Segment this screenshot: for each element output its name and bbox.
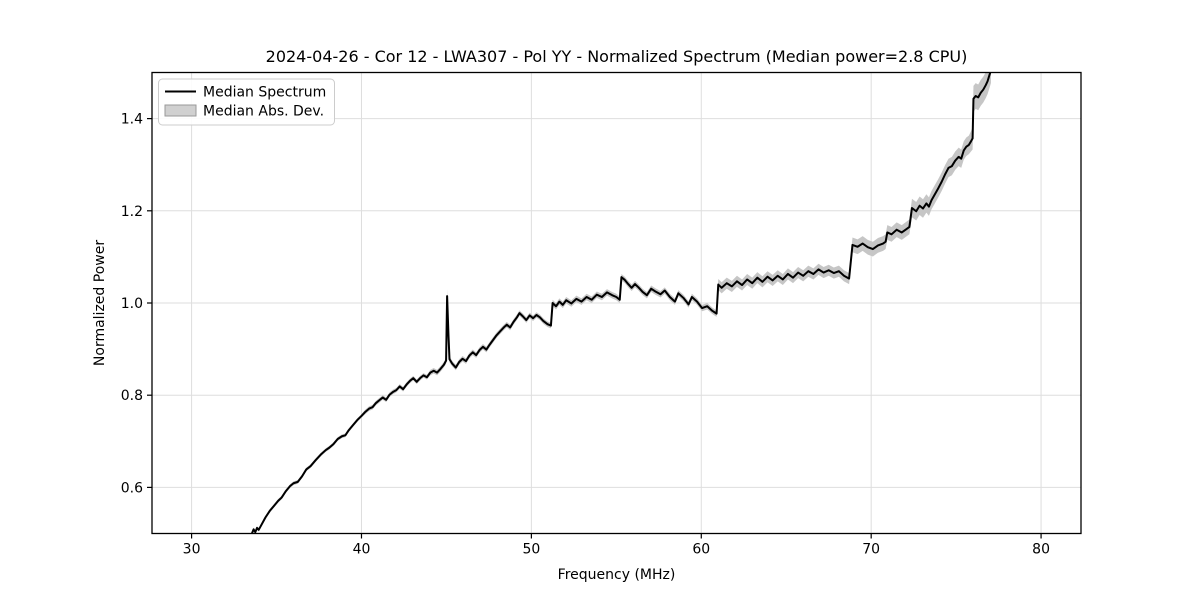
mad-band xyxy=(251,72,991,534)
x-tick-label: 30 xyxy=(183,542,201,558)
x-axis-label: Frequency (MHz) xyxy=(558,567,676,583)
chart-title: 2024-04-26 - Cor 12 - LWA307 - Pol YY - … xyxy=(266,47,968,66)
x-tick-label: 70 xyxy=(862,542,880,558)
x-tick-labels: 30 40 50 60 70 80 xyxy=(183,542,1050,558)
x-tick-label: 50 xyxy=(522,542,540,558)
y-tick-label: 0.6 xyxy=(121,480,143,496)
y-tick-label: 1.2 xyxy=(121,204,143,220)
legend-label-median-abs-dev: Median Abs. Dev. xyxy=(203,104,324,120)
median-spectrum-line xyxy=(250,72,992,534)
y-axis-label: Normalized Power xyxy=(92,240,108,366)
x-tick-label: 80 xyxy=(1032,542,1050,558)
legend-label-median-spectrum: Median Spectrum xyxy=(203,85,326,101)
y-tick-label: 0.8 xyxy=(121,388,143,404)
tick-marks xyxy=(147,117,1042,539)
x-tick-label: 60 xyxy=(692,542,710,558)
grid-lines xyxy=(152,72,1081,534)
x-tick-label: 40 xyxy=(353,542,371,558)
y-tick-label: 1.0 xyxy=(121,296,143,312)
y-tick-labels: 0.6 0.8 1.0 1.2 1.4 xyxy=(121,112,143,497)
legend-box xyxy=(158,78,335,126)
legend: Median Spectrum Median Abs. Dev. xyxy=(158,78,335,126)
y-tick-label: 1.4 xyxy=(121,112,143,128)
legend-patch-swatch xyxy=(164,104,197,117)
